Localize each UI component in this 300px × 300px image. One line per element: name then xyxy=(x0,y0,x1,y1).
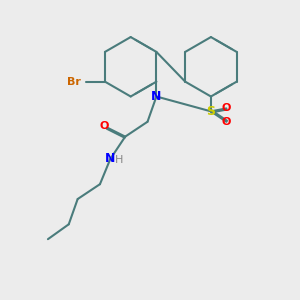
Text: O: O xyxy=(222,117,231,127)
Text: O: O xyxy=(100,121,109,131)
Text: O: O xyxy=(222,103,231,113)
Text: Br: Br xyxy=(67,76,81,87)
Text: N: N xyxy=(105,152,116,165)
Text: S: S xyxy=(206,105,215,118)
Text: N: N xyxy=(151,90,162,103)
Text: H: H xyxy=(115,155,124,165)
